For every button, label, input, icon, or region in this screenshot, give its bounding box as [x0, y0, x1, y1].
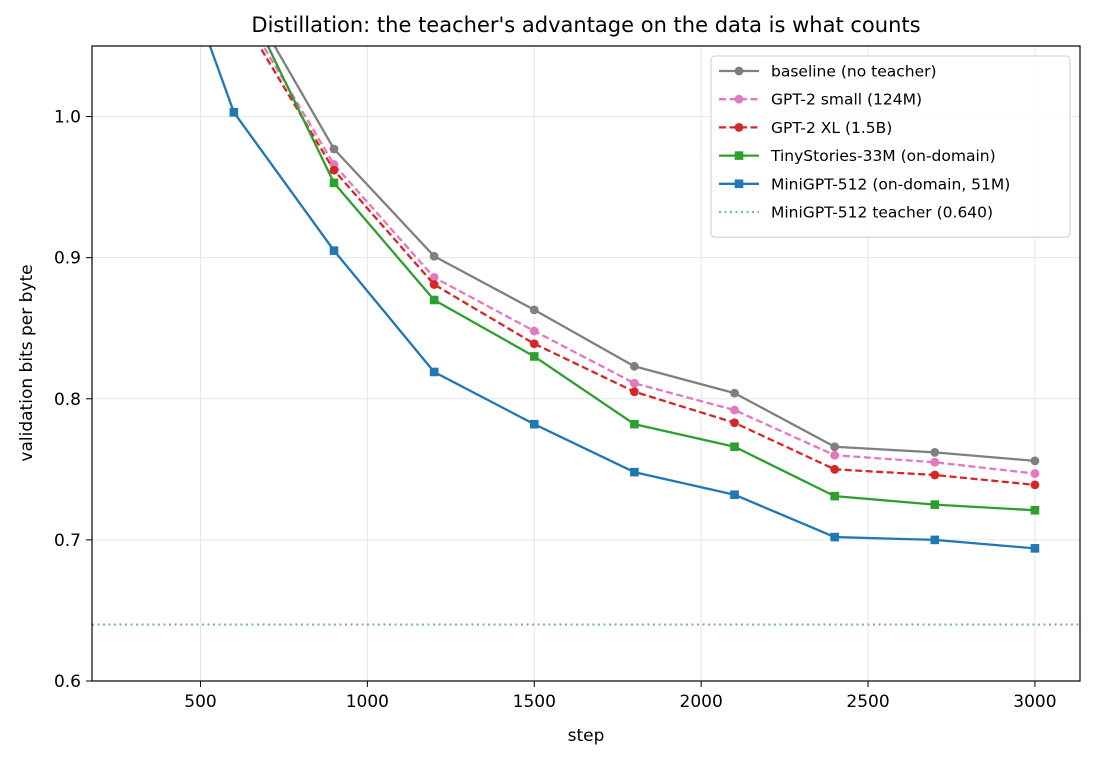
legend-entry: GPT-2 small (124M) — [719, 91, 922, 109]
legend-entry: baseline (no teacher) — [719, 63, 937, 81]
legend-swatch-marker — [734, 179, 744, 189]
data-point — [629, 361, 639, 371]
legend-entry: MiniGPT-512 teacher (0.640) — [719, 204, 993, 222]
data-point — [329, 246, 339, 255]
data-point — [529, 352, 539, 361]
data-point — [1030, 456, 1040, 466]
data-point — [529, 339, 539, 349]
series-line — [266, 46, 1036, 512]
data-point — [529, 326, 539, 336]
data-point — [930, 535, 940, 545]
data-point — [329, 165, 339, 175]
data-point — [229, 108, 239, 117]
chart-title: Distillation: the teacher's advantage on… — [251, 13, 920, 37]
data-point — [830, 442, 840, 452]
series-line — [208, 46, 1036, 550]
data-point — [429, 273, 439, 282]
x-tick-label: 3000 — [1013, 692, 1056, 712]
y-tick-label: 0.8 — [54, 390, 81, 410]
legend-box — [710, 55, 1071, 238]
legend-label: GPT-2 XL (1.5B) — [771, 119, 892, 137]
data-point — [830, 464, 840, 474]
y-axis-title: validation bits per byte — [17, 264, 37, 461]
data-point — [930, 470, 940, 480]
legend-label: TinyStories-33M (on-domain) — [770, 147, 996, 165]
x-tick-label: 1500 — [513, 692, 556, 712]
data-point — [429, 367, 439, 377]
legend-entry: TinyStories-33M (on-domain) — [719, 147, 996, 165]
data-point — [329, 178, 339, 188]
legend-label: baseline (no teacher) — [771, 63, 937, 81]
legend-swatch-marker — [734, 123, 744, 132]
x-tick-label: 2000 — [680, 692, 723, 712]
legend-entry: GPT-2 XL (1.5B) — [719, 119, 892, 137]
data-point — [730, 405, 739, 415]
data-point — [930, 500, 940, 509]
x-axis-ticks: 500 1000 1500 2000 2500 3000 — [184, 681, 1057, 712]
data-point — [1030, 505, 1040, 515]
series-line — [273, 46, 1036, 463]
data-point — [229, 0, 238, 8]
x-axis-title: step — [568, 726, 605, 746]
data-point — [429, 251, 439, 261]
x-tick-label: 2500 — [846, 692, 889, 712]
data-point — [730, 418, 739, 428]
series-group — [266, 46, 1040, 515]
x-tick-label: 500 — [184, 692, 216, 712]
y-tick-label: 0.7 — [54, 531, 81, 551]
data-point — [830, 491, 839, 501]
series-group — [273, 46, 1040, 466]
data-point — [930, 448, 940, 457]
series-line — [257, 46, 1036, 487]
data-point — [1030, 480, 1040, 490]
data-point — [629, 378, 639, 388]
data-point — [529, 305, 539, 315]
legend-swatch-marker — [734, 66, 744, 76]
data-point — [730, 388, 739, 398]
plot-area-frame — [91, 45, 1081, 682]
data-point — [830, 532, 839, 542]
series-lines — [208, 0, 1040, 553]
data-point — [630, 419, 639, 429]
y-tick-label: 0.9 — [54, 249, 81, 269]
legend-swatch-marker — [734, 94, 744, 104]
data-point — [429, 295, 439, 305]
data-point — [1030, 544, 1040, 553]
data-point — [429, 280, 439, 289]
series-group — [208, 46, 1040, 553]
data-point — [930, 457, 940, 467]
legend-label: MiniGPT-512 (on-domain, 51M) — [771, 175, 1010, 193]
y-axis-ticks: 0.6 0.7 0.8 0.9 1.0 — [54, 108, 92, 692]
data-point — [629, 387, 639, 397]
legend-label: MiniGPT-512 teacher (0.640) — [771, 204, 993, 222]
legend-entry: MiniGPT-512 (on-domain, 51M) — [719, 175, 1010, 193]
y-tick-label: 0.6 — [54, 672, 81, 692]
data-point — [329, 144, 339, 154]
legend-label: GPT-2 small (124M) — [771, 91, 922, 109]
y-tick-label: 1.0 — [54, 108, 81, 128]
legend-swatch-marker — [734, 151, 744, 160]
legend: baseline (no teacher) GPT-2 small (124M) G… — [710, 55, 1071, 238]
data-point — [730, 442, 739, 452]
data-point — [529, 419, 539, 429]
data-point — [630, 467, 639, 477]
data-point — [1030, 469, 1040, 478]
data-point — [229, 0, 238, 1]
series-group — [229, 0, 1040, 490]
data-point — [730, 490, 739, 500]
data-point — [830, 450, 840, 460]
x-tick-label: 1000 — [346, 692, 389, 712]
